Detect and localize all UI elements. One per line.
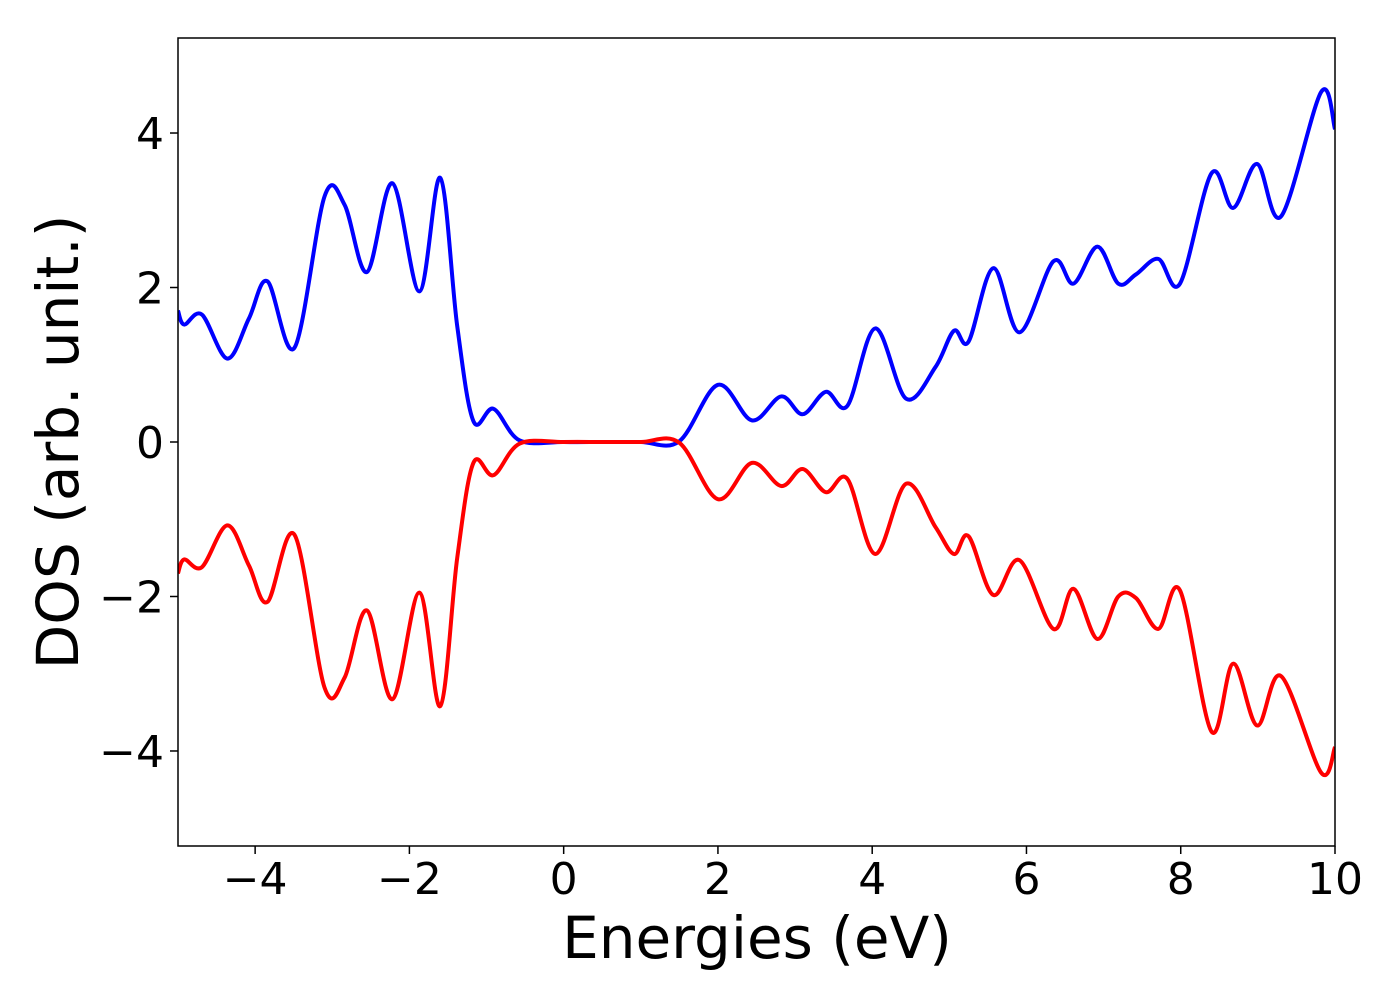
y-tick-label: −2	[99, 572, 164, 623]
x-axis-label: Energies (eV)	[562, 904, 952, 972]
x-tick-label: 6	[1012, 854, 1040, 905]
dos-line	[178, 436, 1335, 778]
y-tick-label: 2	[136, 264, 164, 315]
x-tick-label: 2	[704, 854, 732, 905]
x-tick-label: 10	[1307, 854, 1363, 905]
y-tick-label: −4	[99, 727, 164, 778]
y-tick-label: 4	[136, 109, 164, 160]
x-tick-label: −4	[223, 854, 288, 905]
x-tick-label: −2	[377, 854, 442, 905]
plot-frame	[177, 37, 1336, 847]
x-tick-label: 4	[858, 854, 886, 905]
x-tick-label: 8	[1167, 854, 1195, 905]
x-tick-label: 0	[550, 854, 578, 905]
y-tick-label: 0	[136, 418, 164, 469]
y-axis-label: DOS (arb. unit.)	[24, 215, 92, 670]
dos-line	[178, 87, 1335, 448]
